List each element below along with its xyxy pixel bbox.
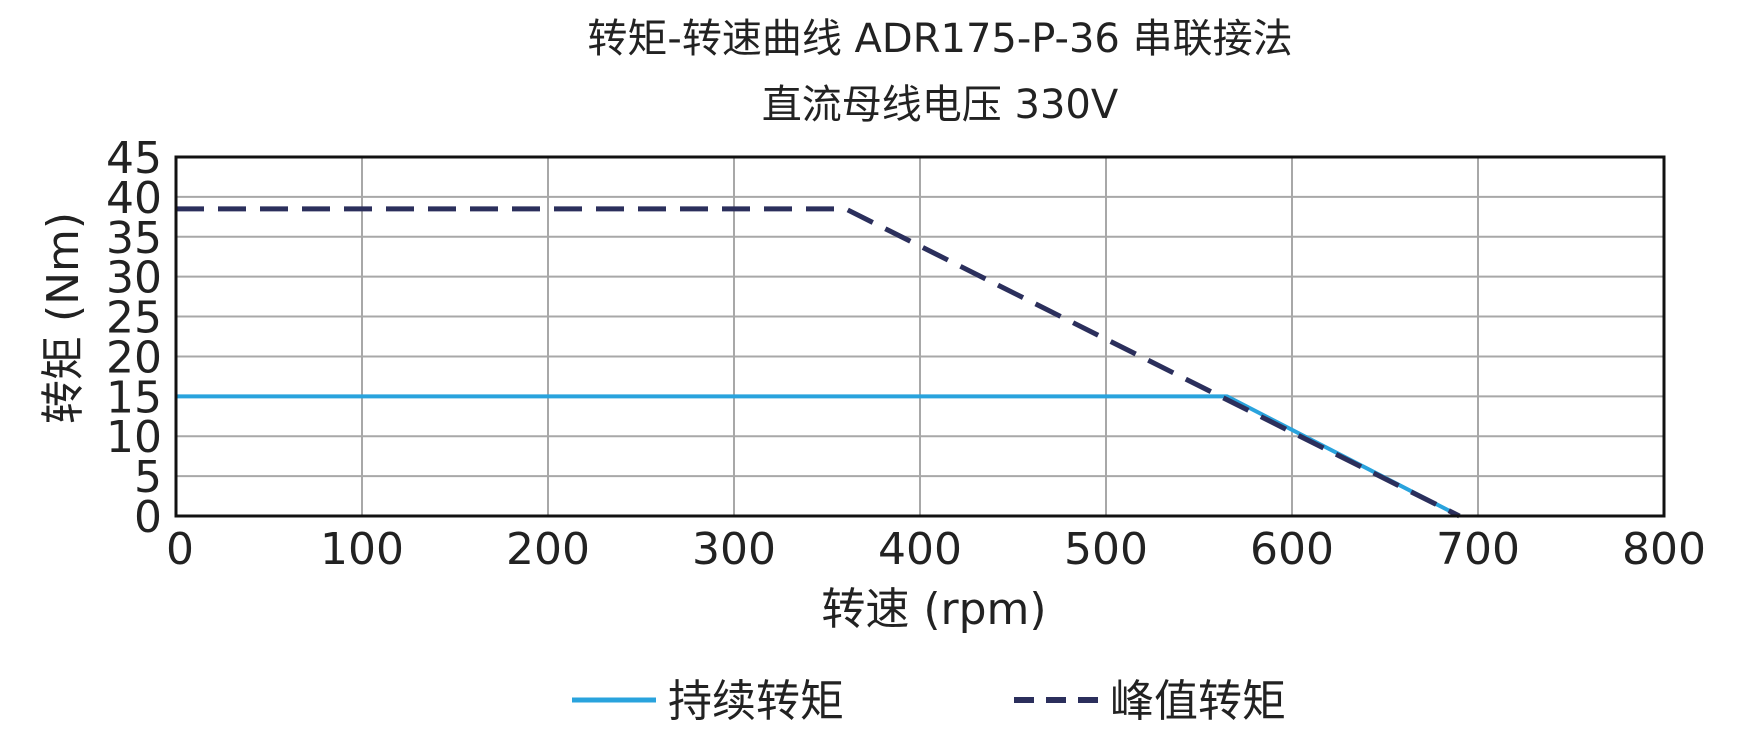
grid bbox=[176, 157, 1664, 516]
series-line-1 bbox=[176, 394, 1461, 518]
legend: 持续转矩 峰值转矩 bbox=[572, 676, 1286, 727]
chart-title: 转矩-转速曲线 ADR175-P-36 串联接法 bbox=[587, 16, 1292, 62]
y-tick-label: 45 bbox=[106, 133, 162, 184]
y-tick-label: 30 bbox=[106, 253, 162, 304]
y-tick-label: 15 bbox=[106, 372, 162, 423]
x-tick-label: 200 bbox=[506, 524, 590, 575]
legend-label: 持续转矩 bbox=[668, 676, 844, 727]
x-tick-label: 0 bbox=[166, 524, 194, 575]
y-tick-label: 40 bbox=[106, 173, 162, 224]
legend-item-1: 持续转矩 bbox=[572, 676, 844, 727]
x-axis-label: 转速 (rpm) bbox=[821, 584, 1046, 635]
x-tick-label: 800 bbox=[1622, 524, 1706, 575]
y-tick-label: 20 bbox=[106, 332, 162, 383]
legend-label: 峰值转矩 bbox=[1110, 676, 1286, 727]
y-tick-label: 35 bbox=[106, 213, 162, 264]
legend-item-2: 峰值转矩 bbox=[1014, 676, 1286, 727]
x-tick-label: 600 bbox=[1250, 524, 1334, 575]
x-tick-label: 100 bbox=[320, 524, 404, 575]
x-tick-label: 400 bbox=[878, 524, 962, 575]
y-tick-label: 25 bbox=[106, 293, 162, 344]
x-axis-ticks: 0 100 200 300 400 500 600 700 800 bbox=[166, 524, 1706, 575]
y-tick-label: 10 bbox=[106, 412, 162, 463]
series-layer bbox=[176, 206, 1461, 519]
x-tick-label: 500 bbox=[1064, 524, 1148, 575]
x-tick-label: 700 bbox=[1436, 524, 1520, 575]
y-axis-label: 转矩 (Nm) bbox=[38, 212, 89, 424]
y-tick-label: 0 bbox=[134, 492, 162, 543]
y-tick-label: 5 bbox=[134, 452, 162, 503]
chart-subtitle: 直流母线电压 330V bbox=[762, 82, 1119, 128]
series-line-2 bbox=[176, 206, 1461, 519]
plot-frame bbox=[174, 155, 1666, 518]
x-tick-label: 300 bbox=[692, 524, 776, 575]
